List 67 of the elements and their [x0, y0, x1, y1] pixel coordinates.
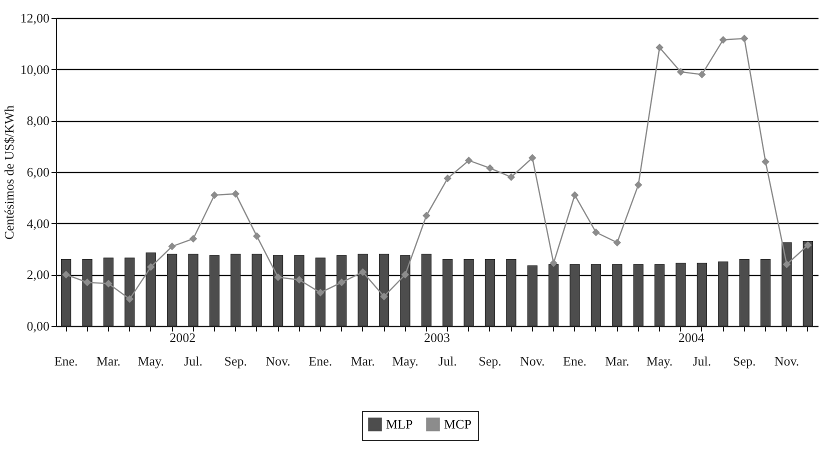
- y-tick-label: 10,00: [20, 62, 50, 77]
- point: [507, 173, 516, 182]
- point: [338, 278, 346, 286]
- point: [464, 156, 473, 164]
- point: [104, 280, 112, 288]
- point: [380, 292, 388, 300]
- point: [210, 191, 218, 199]
- y-tick-label: 4,00: [26, 216, 50, 231]
- point: [422, 212, 430, 220]
- x-tick-label: Sep.: [732, 354, 756, 368]
- x-tick-label: Sep.: [478, 354, 502, 368]
- x-tick-label: Mar.: [96, 354, 121, 368]
- point: [486, 164, 494, 172]
- point: [698, 70, 706, 78]
- x-tick-label: May.: [138, 354, 164, 368]
- point: [676, 68, 685, 76]
- point: [719, 36, 728, 44]
- x-tick-label: Sep.: [224, 354, 248, 368]
- legend-label: MCP: [444, 416, 472, 432]
- x-tick-label: Ene.: [308, 354, 332, 368]
- point: [274, 273, 282, 282]
- y-tick-label: 2,00: [26, 267, 50, 282]
- point: [656, 44, 664, 52]
- point: [358, 268, 367, 276]
- point: [62, 270, 70, 279]
- x-tick-label: Nov.: [520, 354, 545, 368]
- x-tick-label: Mar.: [350, 354, 375, 368]
- x-tick-label: Jul.: [692, 354, 712, 368]
- point: [168, 242, 176, 250]
- x-tick-label: Jul.: [438, 354, 457, 368]
- y-axis-title: Centésimos de US$/KWh: [1, 104, 16, 240]
- point: [550, 259, 558, 267]
- point: [252, 232, 261, 240]
- x-tick-label: Ene.: [563, 354, 587, 368]
- x-tick-label: Nov.: [774, 354, 800, 368]
- point: [232, 190, 240, 198]
- point: [126, 295, 134, 303]
- point: [316, 288, 324, 297]
- point: [83, 278, 92, 286]
- point: [146, 263, 155, 271]
- point: [189, 234, 198, 243]
- y-tick-label: 12,00: [20, 10, 50, 26]
- x-tick-label: Mar.: [605, 354, 630, 368]
- y-tick-label: 0,00: [26, 318, 50, 334]
- point: [782, 260, 791, 268]
- legend-label: MLP: [386, 416, 413, 432]
- text: 2003: [424, 330, 450, 345]
- x-tick-label: Ene.: [54, 354, 78, 368]
- point: [401, 270, 410, 279]
- point: [570, 191, 579, 199]
- point: [762, 158, 770, 166]
- point: [634, 180, 642, 189]
- point: [804, 241, 812, 250]
- x-tick-label: May.: [392, 354, 418, 368]
- point: [528, 154, 536, 162]
- point: [740, 34, 748, 42]
- text: 2004: [678, 330, 705, 345]
- y-tick-label: 8,00: [26, 113, 50, 128]
- point: [613, 238, 622, 246]
- point: [592, 228, 600, 236]
- point: [444, 174, 452, 182]
- x-tick-label: Jul.: [184, 354, 202, 368]
- text: 2002: [170, 330, 196, 345]
- y-tick-label: 6,00: [26, 164, 50, 180]
- point: [295, 276, 304, 284]
- x-tick-label: May.: [646, 354, 673, 368]
- x-tick-label: Nov.: [266, 354, 290, 368]
